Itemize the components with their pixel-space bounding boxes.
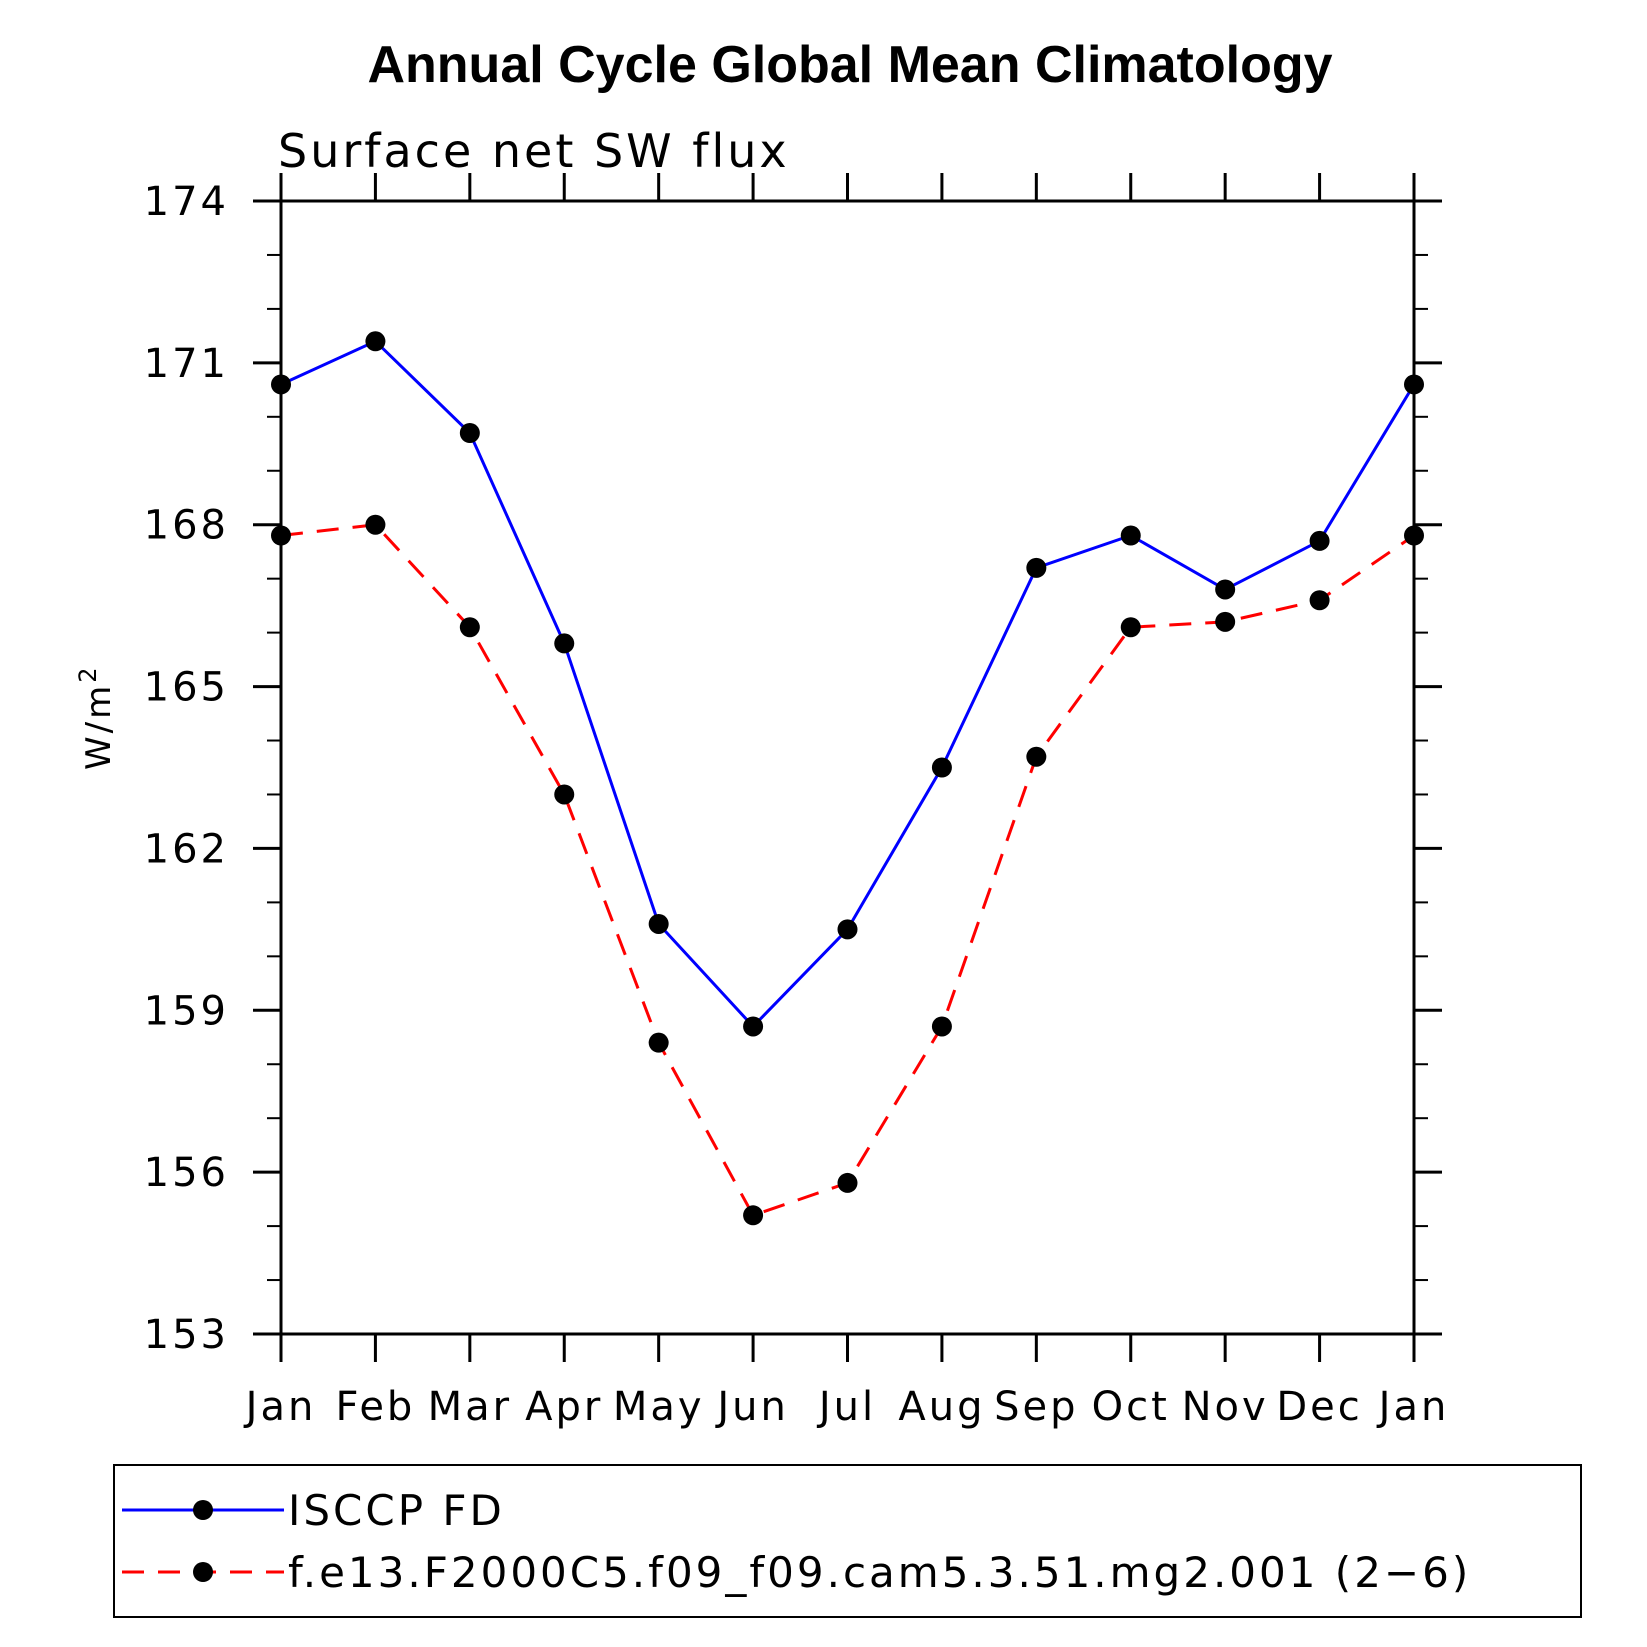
series-1-point	[1309, 530, 1330, 551]
series-2-point	[554, 784, 575, 805]
y-tick-label: 162	[144, 826, 229, 872]
x-tick-label: Jul	[816, 1384, 876, 1430]
series-layer	[271, 331, 1424, 1226]
y-tick-label: 171	[144, 341, 229, 387]
svg-text:W/m2: W/m2	[74, 665, 119, 770]
legend-marker-1	[193, 1500, 213, 1520]
x-tick-label: Jan	[243, 1384, 317, 1430]
plot-frame	[279, 199, 1416, 1336]
series-2-point	[1309, 590, 1330, 611]
series-1-point	[459, 422, 480, 443]
series-1-point	[1120, 525, 1141, 546]
x-tick-label: Mar	[428, 1384, 512, 1430]
y-tick-label: 174	[144, 179, 229, 225]
x-tick-label: Sep	[994, 1384, 1078, 1430]
series-2-point	[931, 1016, 952, 1037]
series-1-point	[1026, 557, 1047, 578]
y-tick-label: 156	[144, 1150, 229, 1196]
series-2-point	[1026, 746, 1047, 767]
axis-ticks	[253, 173, 1442, 1362]
y-axis-label-superscript: 2	[74, 665, 102, 683]
x-tick-label: Aug	[898, 1384, 985, 1430]
series-2-point	[1215, 611, 1236, 632]
x-tick-label: May	[613, 1384, 705, 1430]
series-1-point	[837, 919, 858, 940]
x-tick-labels: Jan Feb Mar Apr May Jun Jul Aug Sep Oct Nov Dec Jan	[243, 1384, 1450, 1430]
series-2-point	[837, 1172, 858, 1193]
series-2-point	[648, 1032, 669, 1053]
series-1-point	[931, 757, 952, 778]
x-tick-label: Feb	[336, 1384, 416, 1430]
x-tick-label: Nov	[1182, 1384, 1269, 1430]
legend-label-1: ISCCP FD	[288, 1486, 505, 1535]
y-axis-label: W/m2	[74, 665, 119, 770]
series-line-2	[280, 523, 1415, 1218]
series-2-point	[271, 525, 291, 546]
y-tick-label: 165	[144, 665, 229, 711]
y-tick-label: 159	[144, 988, 229, 1034]
legend-box	[113, 1464, 1582, 1618]
y-tick-label: 153	[144, 1312, 229, 1358]
x-tick-label: Jun	[714, 1384, 789, 1430]
y-tick-label: 168	[144, 503, 229, 549]
series-1-point	[743, 1016, 764, 1037]
legend: ISCCP FD f.e13.F2000C5.f09_f09.cam5.3.51.…	[113, 1464, 1582, 1618]
legend-label-2: f.e13.F2000C5.f09_f09.cam5.3.51.mg2.001 …	[288, 1548, 1471, 1597]
series-2-point	[1120, 617, 1141, 638]
x-tick-label: Apr	[525, 1384, 603, 1430]
legend-marker-2	[193, 1562, 213, 1582]
series-2-point	[459, 617, 480, 638]
series-2-point	[365, 514, 386, 535]
x-tick-label: Jan	[1376, 1384, 1450, 1430]
series-1-point	[648, 913, 669, 934]
series-2-point	[1404, 525, 1424, 546]
chart-subtitle: Surface net SW flux	[278, 124, 790, 178]
x-tick-label: Oct	[1092, 1384, 1170, 1430]
chart-title: Annual Cycle Global Mean Climatology	[367, 36, 1332, 94]
series-2-point	[743, 1205, 764, 1226]
series-1-point	[1404, 374, 1424, 395]
y-tick-labels: 153 156 159 162 165 168 171 174	[144, 179, 229, 1358]
y-axis-label-text: W/m	[79, 683, 119, 770]
series-1-point	[1215, 579, 1236, 600]
series-1-point	[271, 374, 291, 395]
series-1-point	[554, 633, 575, 654]
x-tick-label: Dec	[1276, 1384, 1362, 1430]
series-1-point	[365, 331, 386, 352]
